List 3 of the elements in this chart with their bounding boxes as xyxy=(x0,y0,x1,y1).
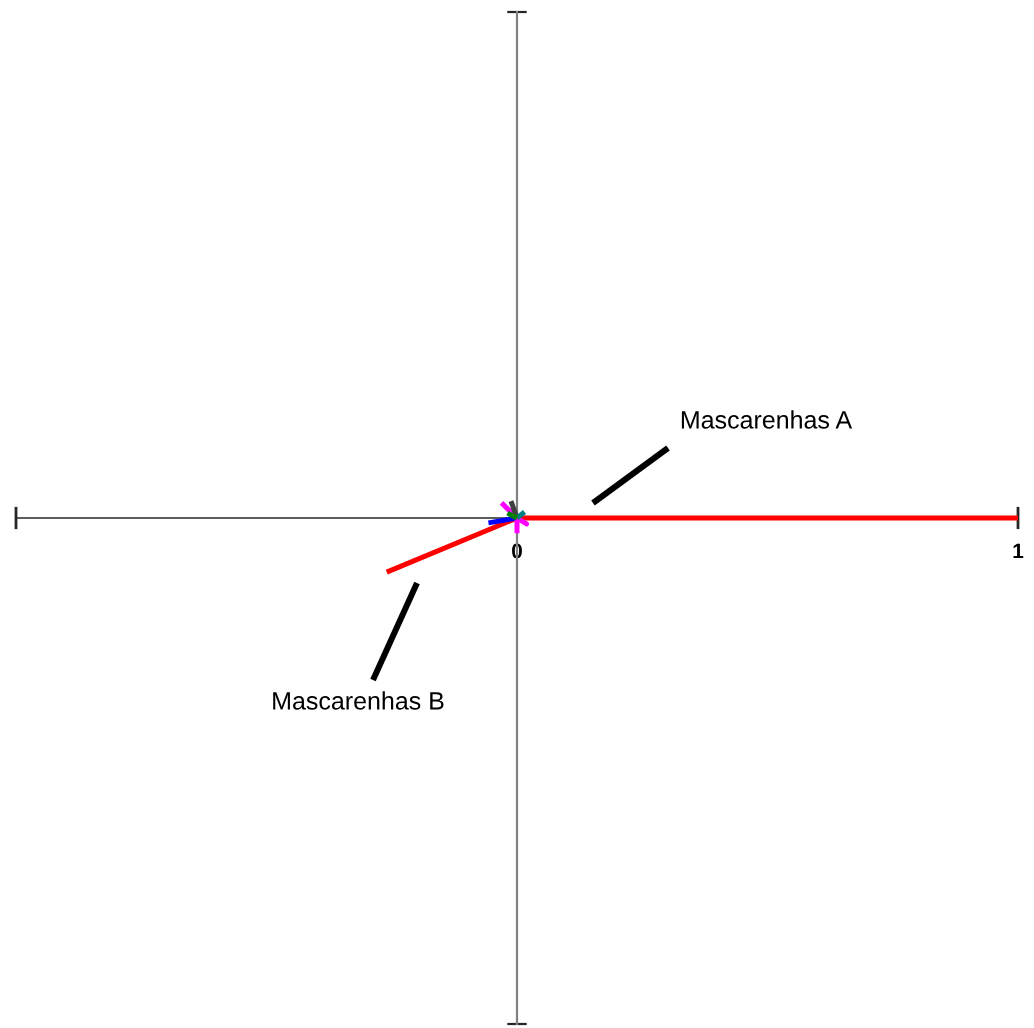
x-tick-label: 1 xyxy=(1013,543,1024,559)
text: Mascarenhas B xyxy=(273,691,444,710)
text: Mascarenhas A xyxy=(681,410,853,429)
